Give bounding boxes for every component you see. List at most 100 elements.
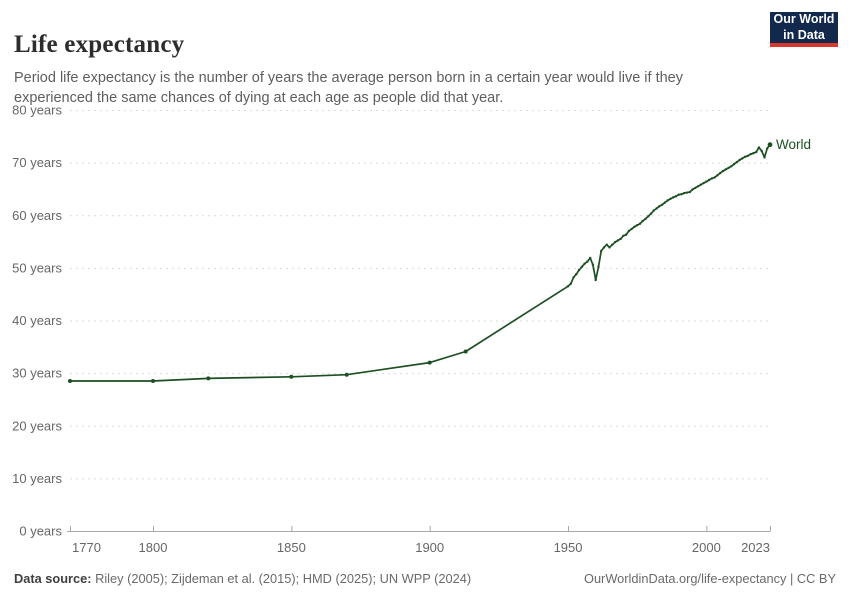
data-point-marker [580, 265, 584, 268]
data-point-marker [721, 169, 725, 173]
data-point-marker [710, 177, 714, 180]
data-point-marker [586, 260, 589, 263]
data-point-marker [602, 246, 606, 249]
data-point-marker [743, 155, 747, 158]
data-point-marker [755, 150, 758, 154]
data-point-marker [738, 158, 741, 162]
data-point-marker [669, 197, 672, 201]
data-point-marker [575, 273, 578, 276]
data-point-marker [627, 229, 631, 233]
data-point-marker [344, 372, 349, 377]
data-source-text: Riley (2005); Zijdeman et al. (2015); HM… [91, 571, 472, 586]
data-point-marker [591, 263, 595, 266]
data-point-marker [619, 237, 622, 241]
data-source: Data source: Riley (2005); Zijdeman et a… [14, 571, 471, 586]
data-point-marker [633, 225, 636, 228]
data-point-marker [672, 196, 675, 199]
data-point-marker [735, 160, 738, 164]
data-point-marker [624, 233, 628, 236]
data-point-marker [427, 360, 432, 365]
data-point-marker [666, 199, 669, 202]
data-point-marker [749, 153, 752, 156]
data-point-marker [691, 188, 694, 191]
data-point-marker [649, 212, 653, 215]
data-point-marker [707, 178, 711, 182]
data-point-marker [683, 191, 686, 195]
data-point-marker [594, 278, 597, 282]
x-axis-label: 1770 [72, 540, 101, 555]
data-point-marker [569, 282, 572, 285]
data-point-marker [613, 240, 617, 244]
data-point-marker [702, 181, 705, 185]
data-point-marker [716, 174, 719, 177]
data-point-marker [688, 190, 691, 194]
data-point-marker [572, 276, 575, 279]
data-point-marker [638, 222, 642, 225]
x-axis-label: 1850 [277, 540, 306, 555]
data-point-marker [766, 147, 769, 150]
y-axis-label: 20 years [12, 418, 62, 433]
x-axis-label: 1800 [139, 540, 168, 555]
data-point-marker [600, 249, 603, 253]
series-label-world: World [776, 137, 811, 152]
license-link[interactable]: OurWorldinData.org/life-expectancy | CC … [583, 571, 836, 586]
data-point-marker [608, 246, 611, 249]
data-point-marker [719, 171, 722, 175]
data-point-marker [680, 193, 683, 196]
data-point-marker [696, 185, 700, 188]
data-point-marker [641, 219, 644, 223]
data-point-marker [289, 374, 294, 379]
data-point-marker [616, 239, 619, 242]
data-point-marker [655, 207, 658, 210]
data-point-marker [705, 180, 708, 183]
data-point-marker [660, 203, 664, 206]
data-point-end-marker [767, 142, 773, 148]
page-title: Life expectancy [14, 30, 185, 58]
x-axis-label: 2000 [692, 540, 721, 555]
x-axis-label: 2023 [741, 540, 770, 555]
data-point-marker [644, 217, 647, 221]
owid-logo[interactable]: Our World in Data [770, 12, 838, 47]
data-point-marker [752, 152, 755, 155]
data-point-marker [577, 268, 581, 272]
data-point-marker [663, 201, 667, 204]
data-point-marker [746, 154, 750, 157]
data-point-marker [583, 262, 586, 265]
data-point-marker [685, 191, 689, 194]
data-point-marker [699, 183, 702, 186]
data-point-marker [763, 156, 766, 159]
data-point-marker [566, 285, 570, 288]
data-point-marker [741, 157, 744, 160]
data-point-marker [151, 379, 155, 383]
data-point-marker [730, 165, 733, 168]
series-line-world [69, 143, 771, 382]
data-point-marker [636, 224, 639, 227]
y-axis-label: 70 years [12, 155, 62, 170]
data-point-marker [732, 163, 736, 166]
data-point-marker [658, 205, 661, 208]
data-point-marker [713, 176, 716, 179]
y-axis-label: 80 years [12, 103, 62, 118]
data-point-marker [611, 243, 614, 246]
y-axis-label: 10 years [12, 471, 62, 486]
owid-logo-line1: Our World [773, 12, 835, 27]
data-point-marker [727, 166, 730, 170]
data-point-marker [760, 149, 763, 153]
y-axis-label: 30 years [12, 366, 62, 381]
data-point-marker [652, 209, 655, 212]
data-point-marker [677, 193, 680, 196]
data-point-marker [630, 227, 633, 231]
x-axis-label: 1900 [415, 540, 444, 555]
data-point-marker [68, 379, 72, 383]
page-subtitle: Period life expectancy is the number of … [14, 69, 683, 106]
owid-logo-line2: in Data [783, 27, 825, 42]
data-point-marker [597, 265, 600, 268]
data-point-marker [724, 168, 727, 171]
data-point-marker [647, 215, 650, 218]
data-point-marker [757, 146, 761, 149]
data-point-marker [589, 256, 592, 260]
data-point-marker [694, 186, 697, 190]
data-point-marker [463, 349, 468, 354]
